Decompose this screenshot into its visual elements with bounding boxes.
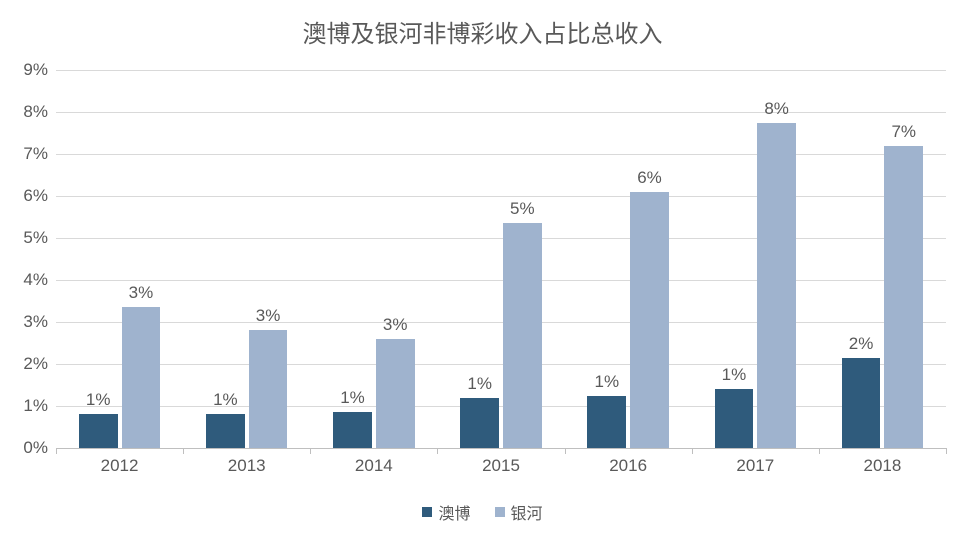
legend-label: 银河 — [511, 500, 543, 524]
bar-label: 1% — [722, 365, 747, 385]
bar-银河 — [249, 330, 288, 448]
legend-item: 澳博 — [422, 500, 470, 524]
gridline — [56, 154, 946, 155]
legend-swatch — [495, 507, 505, 517]
bar-label: 3% — [129, 283, 154, 303]
bar-label: 7% — [891, 122, 916, 142]
bar-银河 — [376, 339, 415, 448]
bar-label: 1% — [467, 374, 492, 394]
x-tick-label: 2013 — [228, 456, 266, 476]
bar-澳博 — [206, 414, 245, 448]
y-tick-label: 9% — [23, 60, 48, 80]
y-tick-label: 3% — [23, 312, 48, 332]
bar-label: 5% — [510, 199, 535, 219]
bar-银河 — [503, 223, 542, 448]
x-tick-label: 2018 — [864, 456, 902, 476]
chart-title: 澳博及银河非博彩收入占比总收入 — [0, 14, 965, 49]
bar-银河 — [630, 192, 669, 448]
bar-澳博 — [587, 396, 626, 449]
bar-银河 — [884, 146, 923, 448]
y-tick-label: 7% — [23, 144, 48, 164]
bar-label: 3% — [383, 315, 408, 335]
x-tick-mark — [565, 448, 566, 454]
legend-item: 银河 — [495, 500, 543, 524]
bar-银河 — [757, 123, 796, 449]
x-axis — [56, 448, 946, 449]
bar-label: 1% — [213, 390, 238, 410]
gridline — [56, 280, 946, 281]
revenue-share-chart: 澳博及银河非博彩收入占比总收入 0% 1% 2% 3% 4% 5% 6% 7% 8% 9% 2012… — [0, 0, 965, 533]
y-tick-label: 0% — [23, 438, 48, 458]
gridline — [56, 322, 946, 323]
gridline — [56, 406, 946, 407]
legend-swatch — [422, 507, 432, 517]
bar-label: 6% — [637, 168, 662, 188]
gridline — [56, 70, 946, 71]
y-tick-label: 5% — [23, 228, 48, 248]
x-tick-mark — [56, 448, 57, 454]
bar-label: 1% — [86, 390, 111, 410]
gridline — [56, 364, 946, 365]
bar-澳博 — [79, 414, 118, 448]
bar-label: 2% — [849, 334, 874, 354]
x-tick-mark — [946, 448, 947, 454]
bar-label: 3% — [256, 306, 281, 326]
x-tick-label: 2015 — [482, 456, 520, 476]
x-tick-label: 2014 — [355, 456, 393, 476]
bar-澳博 — [842, 358, 881, 448]
y-tick-label: 2% — [23, 354, 48, 374]
x-tick-mark — [183, 448, 184, 454]
x-tick-label: 2017 — [736, 456, 774, 476]
y-tick-label: 6% — [23, 186, 48, 206]
x-tick-mark — [819, 448, 820, 454]
gridline — [56, 196, 946, 197]
legend: 澳博 银河 — [0, 500, 965, 524]
x-tick-label: 2012 — [101, 456, 139, 476]
bar-银河 — [122, 307, 161, 448]
x-tick-label: 2016 — [609, 456, 647, 476]
gridline — [56, 112, 946, 113]
x-tick-mark — [692, 448, 693, 454]
legend-label: 澳博 — [438, 500, 470, 524]
bar-澳博 — [715, 389, 754, 448]
y-tick-label: 1% — [23, 396, 48, 416]
y-tick-label: 4% — [23, 270, 48, 290]
bar-label: 8% — [764, 99, 789, 119]
gridline — [56, 238, 946, 239]
x-tick-mark — [437, 448, 438, 454]
plot-area: 0%1%2%3%4%5%6%7%8%9%20121%3%20131%3%2014… — [56, 70, 946, 448]
x-tick-mark — [310, 448, 311, 454]
bar-澳博 — [460, 398, 499, 448]
bar-label: 1% — [595, 372, 620, 392]
y-tick-label: 8% — [23, 102, 48, 122]
bar-澳博 — [333, 412, 372, 448]
bar-label: 1% — [340, 388, 365, 408]
